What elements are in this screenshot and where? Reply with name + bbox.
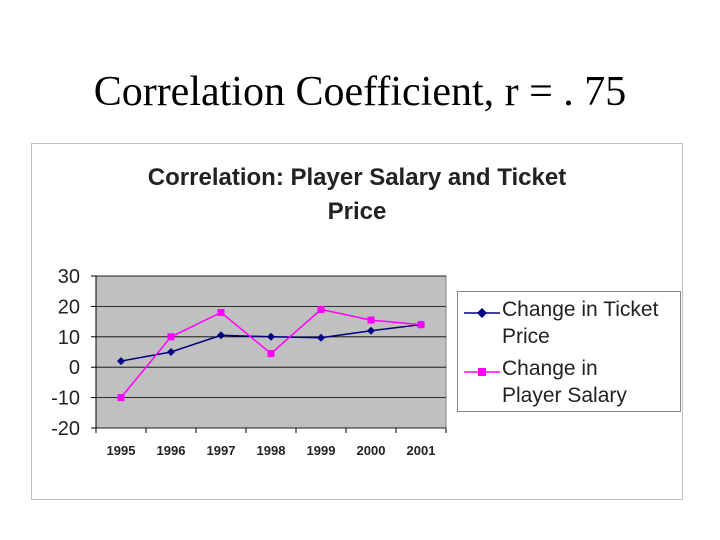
chart-title: Correlation: Player Salary and Ticket Pr… [0, 161, 714, 229]
y-tick-label: -20 [51, 418, 80, 440]
legend-item-ticket-price: Change in Ticket Price [458, 296, 680, 354]
data-point-player-salary [117, 394, 125, 402]
data-point-ticket-price [267, 332, 275, 341]
y-tick-label: 30 [58, 266, 80, 288]
data-point-player-salary [417, 321, 425, 329]
x-tick-label: 2000 [357, 443, 386, 458]
x-tick-label: 1998 [257, 443, 286, 458]
y-tick-label: 20 [58, 296, 80, 318]
data-point-ticket-price [117, 357, 125, 366]
data-point-player-salary [167, 333, 175, 341]
data-point-ticket-price [317, 333, 325, 342]
data-point-player-salary [267, 350, 275, 358]
data-point-player-salary [367, 316, 375, 324]
x-tick-label: 2001 [407, 443, 436, 458]
data-point-player-salary [217, 308, 225, 316]
x-tick-label: 1995 [107, 443, 136, 458]
slide-title: Correlation Coefficient, r = . 75 [93, 69, 627, 115]
y-tick-label: 0 [69, 357, 80, 379]
legend-item-player-salary: Change in Player Salary [458, 355, 680, 413]
legend-label-player-salary: Change in Player Salary [502, 357, 627, 407]
data-point-ticket-price [367, 326, 375, 335]
chart-title-line-1: Correlation: Player Salary and Ticket [147, 164, 567, 191]
chart-title-line-2: Price [327, 198, 387, 225]
y-tick-label: 10 [58, 327, 80, 349]
x-tick-label: 1996 [157, 443, 186, 458]
legend-label-ticket-price: Change in Ticket Price [502, 298, 659, 348]
chart-legend: Change in Ticket Price Change in Player … [457, 291, 681, 412]
data-point-ticket-price [217, 331, 225, 340]
data-point-ticket-price [167, 348, 175, 356]
x-tick-label: 1999 [307, 443, 336, 458]
x-tick-label: 1997 [207, 443, 236, 458]
legend-swatch-ticket-price [464, 308, 500, 318]
y-tick-label: -10 [51, 388, 80, 410]
data-point-player-salary [317, 305, 325, 313]
legend-swatch-player-salary [464, 368, 500, 376]
